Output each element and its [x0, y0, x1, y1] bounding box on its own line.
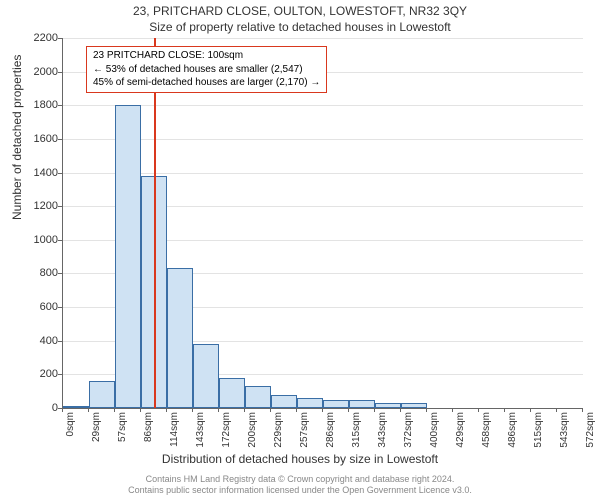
x-tick-label: 200sqm — [247, 412, 258, 462]
y-tick-mark — [58, 139, 62, 140]
histogram-bar — [297, 398, 323, 408]
y-tick-label: 1800 — [8, 99, 58, 111]
chart-title-main: 23, PRITCHARD CLOSE, OULTON, LOWESTOFT, … — [0, 4, 600, 18]
y-tick-mark — [58, 38, 62, 39]
x-tick-mark — [452, 408, 453, 412]
x-tick-mark — [88, 408, 89, 412]
y-tick-mark — [58, 307, 62, 308]
histogram-bar — [271, 395, 297, 408]
x-tick-label: 372sqm — [403, 412, 414, 462]
x-tick-mark — [478, 408, 479, 412]
x-tick-label: 343sqm — [377, 412, 388, 462]
chart-container: 23, PRITCHARD CLOSE, OULTON, LOWESTOFT, … — [0, 0, 600, 500]
x-tick-label: 515sqm — [533, 412, 544, 462]
x-tick-label: 429sqm — [455, 412, 466, 462]
y-tick-mark — [58, 240, 62, 241]
y-tick-mark — [58, 173, 62, 174]
x-tick-mark — [582, 408, 583, 412]
histogram-bar — [115, 105, 141, 408]
x-tick-label: 400sqm — [429, 412, 440, 462]
x-tick-label: 29sqm — [91, 412, 102, 462]
annotation-box: 23 PRITCHARD CLOSE: 100sqm ← 53% of deta… — [86, 46, 327, 93]
gridline — [63, 105, 583, 106]
y-tick-label: 600 — [8, 301, 58, 313]
x-tick-mark — [504, 408, 505, 412]
x-tick-mark — [62, 408, 63, 412]
x-tick-label: 257sqm — [299, 412, 310, 462]
gridline — [63, 38, 583, 39]
annotation-line1: 23 PRITCHARD CLOSE: 100sqm — [93, 49, 320, 63]
gridline — [63, 139, 583, 140]
x-tick-mark — [218, 408, 219, 412]
x-tick-mark — [244, 408, 245, 412]
x-tick-mark — [270, 408, 271, 412]
x-tick-mark — [374, 408, 375, 412]
histogram-bar — [323, 400, 349, 408]
histogram-bar — [219, 378, 245, 408]
x-tick-mark — [348, 408, 349, 412]
plot-area — [62, 38, 583, 409]
y-tick-label: 0 — [8, 402, 58, 414]
histogram-bar — [193, 344, 219, 408]
x-tick-label: 543sqm — [559, 412, 570, 462]
y-tick-label: 1200 — [8, 200, 58, 212]
x-tick-mark — [322, 408, 323, 412]
x-tick-label: 572sqm — [585, 412, 596, 462]
x-tick-mark — [530, 408, 531, 412]
y-tick-mark — [58, 105, 62, 106]
histogram-bar — [89, 381, 115, 408]
y-tick-label: 200 — [8, 368, 58, 380]
annotation-line2: ← 53% of detached houses are smaller (2,… — [93, 63, 320, 77]
histogram-bar — [401, 403, 427, 408]
x-tick-label: 57sqm — [117, 412, 128, 462]
x-tick-mark — [400, 408, 401, 412]
x-tick-mark — [140, 408, 141, 412]
reference-line — [154, 38, 156, 408]
gridline — [63, 173, 583, 174]
y-tick-mark — [58, 72, 62, 73]
x-tick-mark — [426, 408, 427, 412]
y-tick-mark — [58, 206, 62, 207]
histogram-bar — [63, 406, 89, 408]
footer-line1: Contains HM Land Registry data © Crown c… — [0, 474, 600, 485]
histogram-bar — [167, 268, 193, 408]
x-tick-mark — [556, 408, 557, 412]
y-tick-label: 2200 — [8, 32, 58, 44]
x-tick-mark — [114, 408, 115, 412]
y-tick-label: 400 — [8, 335, 58, 347]
y-tick-label: 1400 — [8, 167, 58, 179]
x-tick-label: 486sqm — [507, 412, 518, 462]
x-tick-label: 315sqm — [351, 412, 362, 462]
annotation-line3: 45% of semi-detached houses are larger (… — [93, 76, 320, 90]
chart-title-sub: Size of property relative to detached ho… — [0, 20, 600, 34]
histogram-bar — [375, 403, 401, 408]
y-tick-label: 1000 — [8, 234, 58, 246]
y-tick-label: 2000 — [8, 66, 58, 78]
x-tick-label: 172sqm — [221, 412, 232, 462]
y-tick-mark — [58, 374, 62, 375]
x-tick-mark — [166, 408, 167, 412]
x-tick-label: 86sqm — [143, 412, 154, 462]
x-tick-mark — [296, 408, 297, 412]
x-tick-label: 229sqm — [273, 412, 284, 462]
histogram-bar — [245, 386, 271, 408]
chart-footer: Contains HM Land Registry data © Crown c… — [0, 474, 600, 496]
x-tick-label: 0sqm — [65, 412, 76, 462]
y-tick-mark — [58, 341, 62, 342]
y-tick-label: 800 — [8, 267, 58, 279]
x-tick-mark — [192, 408, 193, 412]
x-tick-label: 114sqm — [169, 412, 180, 462]
footer-line2: Contains public sector information licen… — [0, 485, 600, 496]
histogram-bar — [349, 400, 375, 408]
x-tick-label: 458sqm — [481, 412, 492, 462]
y-tick-label: 1600 — [8, 133, 58, 145]
x-tick-label: 143sqm — [195, 412, 206, 462]
y-tick-mark — [58, 273, 62, 274]
x-tick-label: 286sqm — [325, 412, 336, 462]
